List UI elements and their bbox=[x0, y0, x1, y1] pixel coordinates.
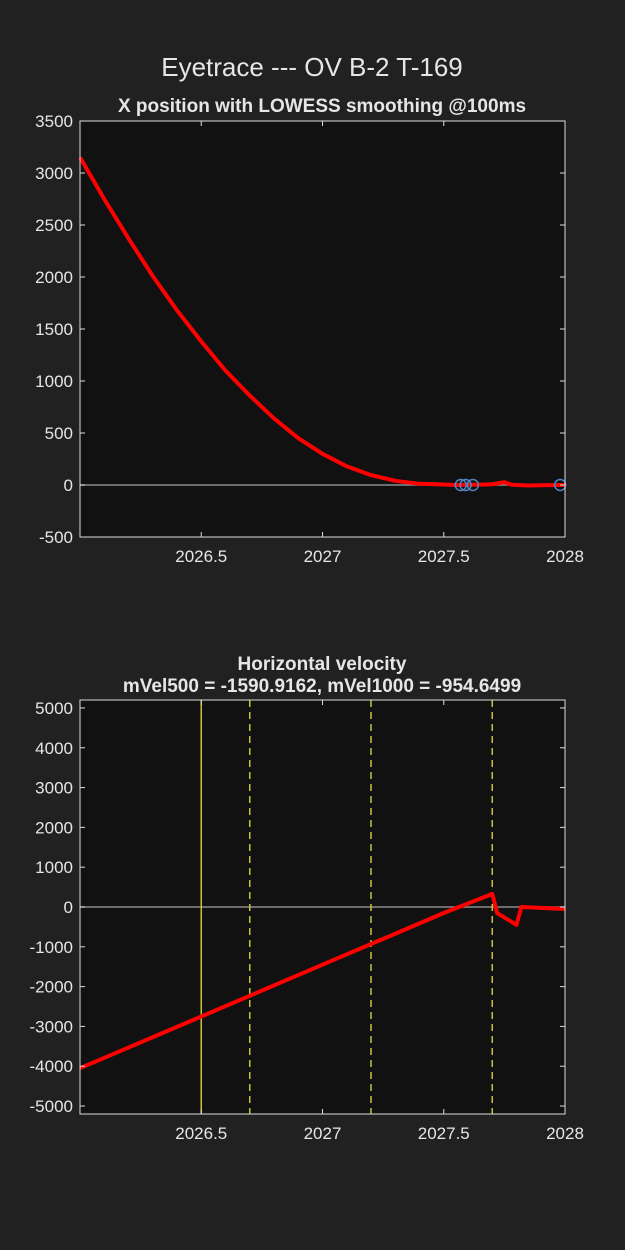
velocity-xtick-label: 2028 bbox=[546, 1124, 584, 1143]
position-ytick-label: 1000 bbox=[35, 372, 73, 391]
velocity-axes-title: Horizontal velocity bbox=[238, 654, 407, 675]
position-ytick-label: 1500 bbox=[35, 320, 73, 339]
position-marker bbox=[454, 478, 467, 492]
position-ytick-label: 500 bbox=[45, 424, 73, 443]
velocity-ytick-label: -5000 bbox=[30, 1097, 73, 1116]
figure-title: Eyetrace --- OV B-2 T-169 bbox=[161, 52, 463, 82]
velocity-xtick-label: 2027 bbox=[304, 1124, 342, 1143]
position-marker bbox=[553, 478, 567, 492]
position-ytick-label: 2500 bbox=[35, 216, 73, 235]
velocity-ytick-label: -2000 bbox=[30, 978, 73, 997]
position-ytick-label: -500 bbox=[39, 528, 73, 547]
velocity-ytick-label: -4000 bbox=[30, 1057, 73, 1076]
velocity-ytick-label: 4000 bbox=[35, 739, 73, 758]
position-plot-area bbox=[80, 121, 565, 537]
position-axes: X position with LOWESS smoothing @100ms … bbox=[35, 96, 584, 566]
velocity-ytick-label: 5000 bbox=[35, 699, 73, 718]
velocity-ytick-label: -3000 bbox=[30, 1017, 73, 1036]
velocity-ytick-label: 2000 bbox=[35, 818, 73, 837]
position-xtick-label: 2028 bbox=[546, 547, 584, 566]
position-xtick-label: 2027.5 bbox=[418, 547, 470, 566]
velocity-ytick-label: 3000 bbox=[35, 779, 73, 798]
velocity-axes: Horizontal velocity mVel500 = -1590.9162… bbox=[30, 654, 584, 1143]
position-xtick-label: 2026.5 bbox=[175, 547, 227, 566]
velocity-ytick-label: 1000 bbox=[35, 858, 73, 877]
velocity-ytick-label: 0 bbox=[64, 898, 73, 917]
velocity-ytick-label: -1000 bbox=[30, 938, 73, 957]
position-trace-line bbox=[78, 156, 565, 488]
velocity-axes-subtitle: mVel500 = -1590.9162, mVel1000 = -954.64… bbox=[123, 676, 521, 697]
position-xtick-label: 2027 bbox=[304, 547, 342, 566]
position-ytick-label: 2000 bbox=[35, 268, 73, 287]
velocity-xtick-label: 2027.5 bbox=[418, 1124, 470, 1143]
position-axes-title: X position with LOWESS smoothing @100ms bbox=[118, 96, 526, 117]
position-ytick-label: 0 bbox=[64, 476, 73, 495]
position-marker bbox=[459, 478, 472, 492]
position-marker bbox=[466, 478, 480, 492]
position-ytick-label: 3500 bbox=[35, 112, 73, 131]
velocity-trace-line bbox=[79, 891, 566, 1071]
velocity-xtick-label: 2026.5 bbox=[175, 1124, 227, 1143]
position-ytick-label: 3000 bbox=[35, 164, 73, 183]
